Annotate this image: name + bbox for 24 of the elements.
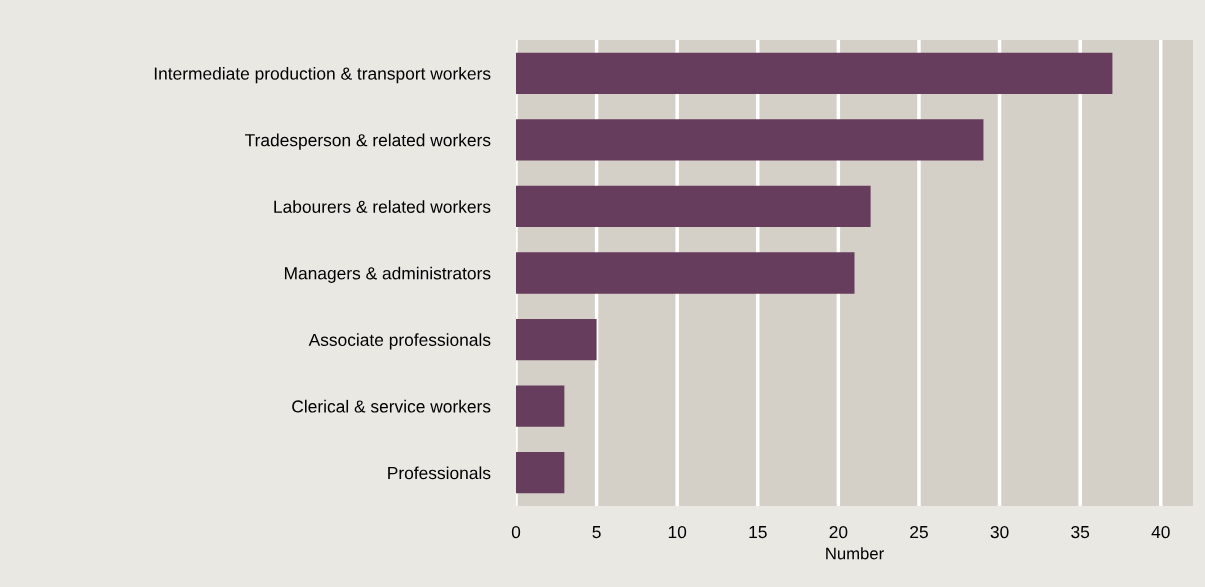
y-tick-label: Tradesperson & related workers <box>245 133 491 150</box>
y-tick-label: Intermediate production & transport workers <box>154 67 491 84</box>
x-axis-title: Number <box>826 547 884 560</box>
y-tick-label: Professionals <box>388 466 491 480</box>
bar <box>516 318 597 361</box>
x-tick-label: 30 <box>990 525 1009 539</box>
y-tick-label: Labourers & related workers <box>274 200 491 213</box>
bar <box>516 119 984 161</box>
bar <box>516 385 565 427</box>
x-tick-label: 15 <box>749 526 767 539</box>
x-tick-label: 10 <box>668 525 687 539</box>
x-tick-label: 0 <box>511 525 521 539</box>
y-tick-label: Clerical & service workers <box>292 399 491 413</box>
bar <box>516 52 1113 94</box>
y-tick-label: Managers & administrators <box>284 266 491 283</box>
y-tick-label: Associate professionals <box>308 333 491 350</box>
bar <box>516 252 855 294</box>
x-tick-label: 40 <box>1151 525 1170 539</box>
x-tick-label: 35 <box>1071 525 1090 539</box>
x-tick-label: 25 <box>910 525 928 539</box>
bar <box>516 452 565 494</box>
x-tick-label: 5 <box>592 526 601 539</box>
x-tick-label: 20 <box>829 525 848 539</box>
bar <box>516 185 871 228</box>
